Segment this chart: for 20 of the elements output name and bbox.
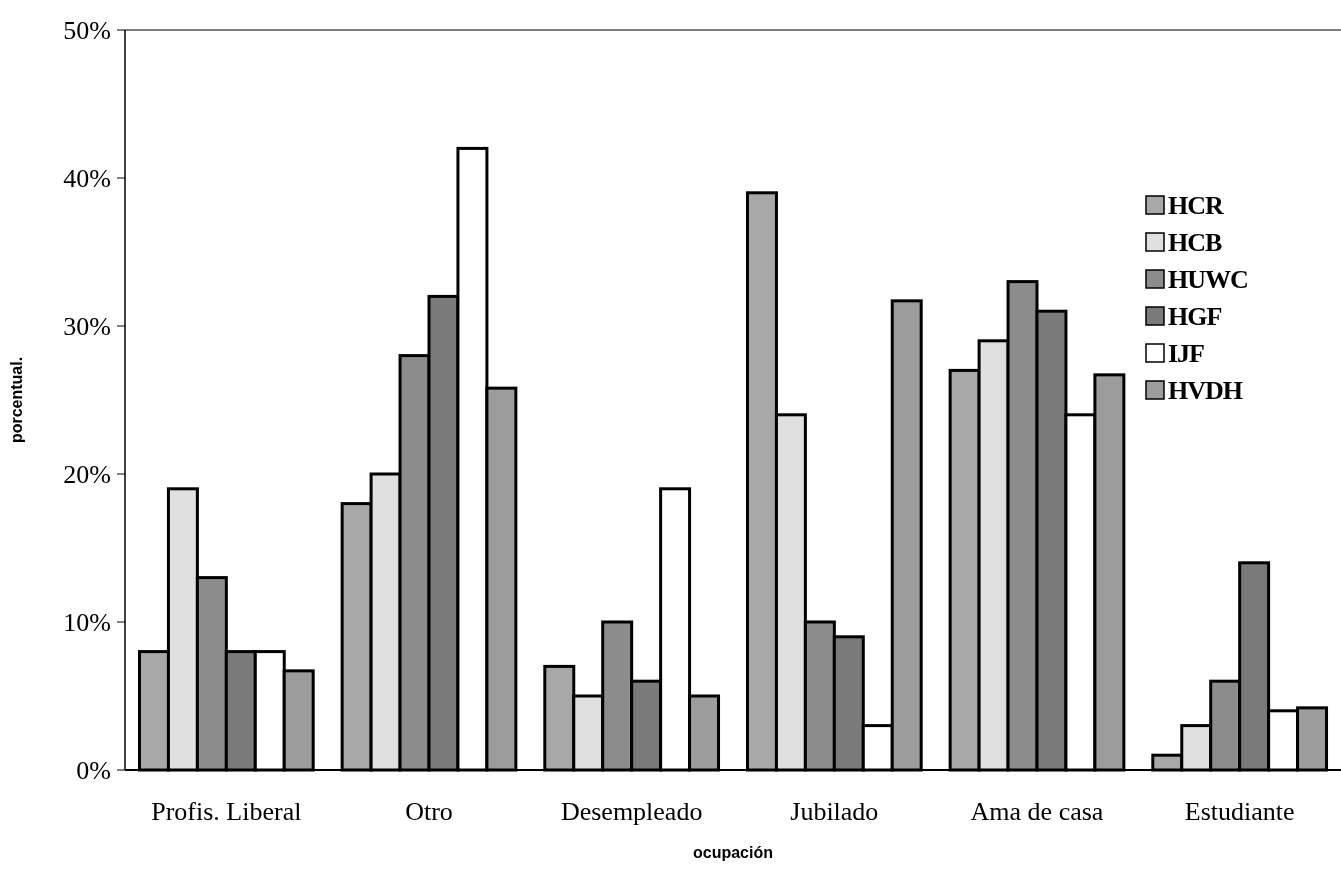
x-axis-title: ocupación bbox=[692, 844, 774, 861]
legend-label: HGF bbox=[1168, 302, 1222, 332]
x-tick-label: Ama de casa bbox=[970, 797, 1104, 826]
x-tick-label: Estudiante bbox=[1184, 797, 1295, 826]
y-tick-label: 40% bbox=[63, 164, 111, 194]
x-tick-label: Otro bbox=[405, 797, 453, 826]
x-tick-label: Desempleado bbox=[560, 797, 703, 826]
x-tick-label: Jubilado bbox=[790, 797, 879, 826]
legend-label: HUWC bbox=[1168, 265, 1248, 295]
y-tick-label: 20% bbox=[63, 460, 111, 490]
legend-label: IJF bbox=[1168, 339, 1205, 369]
y-tick-label: 30% bbox=[63, 312, 111, 342]
legend-label: HVDH bbox=[1168, 376, 1243, 406]
y-tick-label: 50% bbox=[63, 16, 111, 46]
y-tick-label: 0% bbox=[76, 756, 111, 786]
y-tick-label: 10% bbox=[63, 608, 111, 638]
legend-label: HCB bbox=[1168, 228, 1222, 258]
x-tick-label: Profis. Liberal bbox=[151, 797, 302, 826]
legend-label: HCR bbox=[1168, 191, 1224, 221]
y-axis-title: porcentual. bbox=[8, 356, 25, 444]
